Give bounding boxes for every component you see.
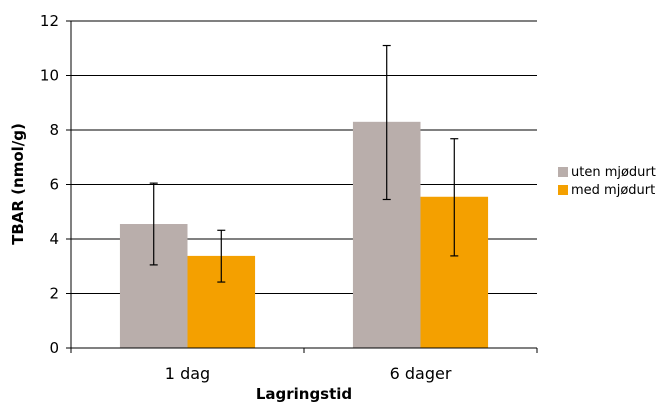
y-tick-label: 12 [40,12,59,30]
x-axis-title: Lagringstid [256,385,352,403]
y-tick-label: 4 [49,230,59,248]
x-category-labels: 1 dag 6 dager [70,348,538,383]
y-tick-label: 8 [49,121,59,139]
bars [119,121,489,348]
y-tick-labels: 0 2 4 6 8 10 12 [40,12,71,357]
error-bars [149,44,459,283]
legend-swatch [558,185,568,195]
y-tick-label: 6 [49,176,59,194]
legend-label: med mjødurt [571,183,655,198]
y-tick-label: 10 [40,67,59,85]
x-category-label: 1 dag [165,364,210,383]
y-axis-title: TBAR (nmol/g) [9,123,27,245]
x-category-label: 6 dager [390,364,452,383]
y-tick-label: 0 [49,339,59,357]
y-tick-label: 2 [49,285,59,303]
legend-label: uten mjødurt [571,165,656,180]
legend-swatch [558,167,568,177]
legend: uten mjødurt med mjødurt [558,165,656,198]
